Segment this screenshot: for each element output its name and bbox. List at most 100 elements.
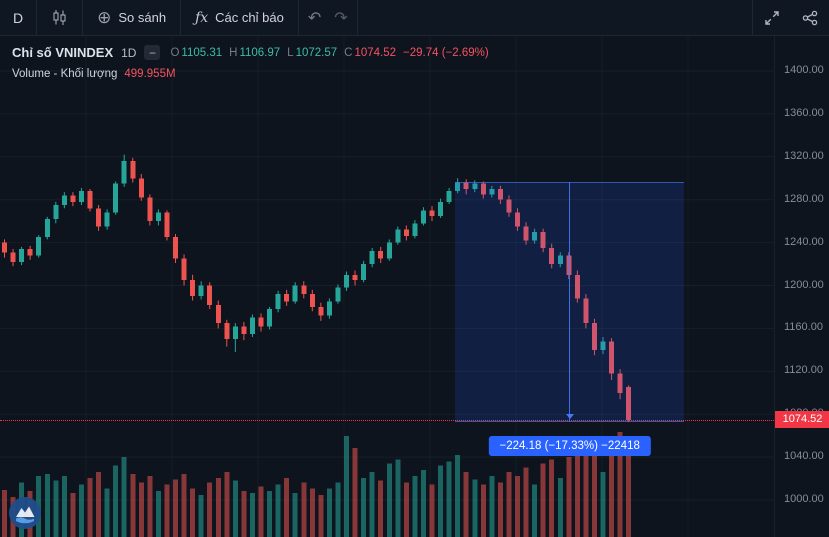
- candle: [480, 183, 486, 195]
- volume-bar: [574, 450, 580, 537]
- volume-bar: [523, 467, 529, 537]
- volume-bar: [617, 432, 623, 537]
- price-axis-tick: 1120.00: [784, 364, 823, 377]
- undo-button[interactable]: ↶: [299, 0, 330, 35]
- candle: [309, 294, 315, 307]
- compare-button[interactable]: ⊕ So sánh: [83, 0, 180, 35]
- volume-bar: [344, 436, 349, 537]
- candle: [352, 274, 358, 281]
- logo-wave-shape: [16, 517, 34, 524]
- volume-bar: [361, 478, 367, 537]
- candle: [258, 317, 264, 327]
- candle: [27, 249, 33, 256]
- volume-bar: [497, 482, 503, 537]
- volume-bar: [420, 469, 426, 537]
- candle: [335, 287, 341, 302]
- price-axis-tick: 1040.00: [784, 450, 824, 463]
- volume-bar: [249, 492, 255, 537]
- candle: [540, 231, 546, 248]
- price-chart-canvas[interactable]: [0, 36, 774, 537]
- candle: [617, 373, 623, 393]
- volume-bar: [241, 490, 247, 537]
- volume-bar: [429, 484, 435, 537]
- volume-bar: [403, 482, 409, 537]
- candle: [44, 219, 50, 238]
- candle: [173, 237, 178, 259]
- price-axis-tick: 1200.00: [784, 278, 824, 291]
- candle: [403, 229, 409, 237]
- toolbar-left-group: D ⊕ So sánh ƒx Các chỉ báo: [0, 0, 358, 35]
- redo-button[interactable]: ↷: [330, 0, 356, 35]
- toolbar-separator: [297, 0, 299, 35]
- candle: [181, 258, 187, 281]
- candle: [472, 183, 478, 189]
- last-price-badge: 1074.52: [775, 411, 829, 429]
- volume-bar: [164, 484, 170, 537]
- volume-bar: [2, 489, 7, 537]
- candle: [506, 199, 512, 213]
- volume-bar: [284, 478, 290, 537]
- candle: [557, 255, 563, 265]
- candle: [549, 247, 555, 265]
- candle: [515, 212, 520, 227]
- volume-bar: [138, 482, 144, 537]
- volume-bar: [369, 471, 375, 537]
- chart-area[interactable]: −224.18 (−17.33%) −22418 Chỉ số VNINDEX …: [0, 36, 774, 537]
- candle: [155, 212, 161, 222]
- price-axis-tick: 1280.00: [784, 192, 824, 205]
- broker-logo[interactable]: [8, 496, 42, 530]
- fx-icon: ƒx: [195, 9, 209, 26]
- candle: [591, 323, 597, 350]
- volume-bar: [96, 471, 102, 537]
- volume-bar: [472, 479, 478, 537]
- indicators-button[interactable]: ƒx Các chỉ báo: [181, 0, 298, 35]
- volume-bar: [53, 480, 59, 537]
- volume-bar: [301, 482, 307, 537]
- candle: [224, 323, 230, 340]
- volume-bar: [626, 444, 632, 537]
- candle: [532, 231, 538, 241]
- volume-bar: [480, 484, 486, 537]
- volume-bar: [155, 490, 161, 537]
- volume-bar: [267, 490, 273, 537]
- volume-bar: [70, 492, 76, 537]
- candle: [104, 212, 110, 227]
- candle: [61, 195, 67, 206]
- volume-bar: [335, 482, 341, 537]
- price-axis[interactable]: 1400.00 1360.00 1320.00 1280.00 1240.00 1200.…: [774, 36, 829, 537]
- volume-bar: [207, 482, 213, 537]
- candle: [190, 280, 196, 297]
- candle: [70, 195, 76, 202]
- candle: [232, 326, 238, 340]
- candle: [198, 285, 204, 297]
- legend-collapse-button[interactable]: −: [144, 45, 161, 60]
- candle: [121, 161, 127, 184]
- candle: [412, 223, 418, 237]
- volume-bar: [557, 478, 563, 537]
- candle: [87, 191, 93, 209]
- volume-bar: [446, 461, 452, 537]
- volume-bar: [190, 488, 196, 537]
- volume-bar: [292, 492, 298, 537]
- candle: [566, 255, 572, 275]
- price-axis-tick: 1000.00: [784, 493, 824, 505]
- volume-bar: [506, 471, 512, 537]
- candle: [10, 252, 16, 262]
- volume-bar: [215, 478, 221, 537]
- volume-bar: [600, 471, 606, 537]
- interval-button[interactable]: D: [0, 0, 36, 35]
- share-button[interactable]: [791, 0, 829, 35]
- volume-bar: [489, 476, 495, 537]
- candle: [438, 201, 444, 216]
- fullscreen-button[interactable]: [753, 0, 791, 35]
- volume-bar: [130, 474, 136, 537]
- fullscreen-icon: [765, 10, 779, 25]
- chart-style-button[interactable]: [37, 0, 82, 35]
- volume-bar: [198, 495, 204, 537]
- volume-bar: [258, 486, 264, 537]
- candle: [326, 301, 332, 316]
- candle: [2, 242, 7, 253]
- measure-label[interactable]: −224.18 (−17.33%) −22418: [488, 436, 651, 457]
- toolbar-right-group: [752, 0, 829, 35]
